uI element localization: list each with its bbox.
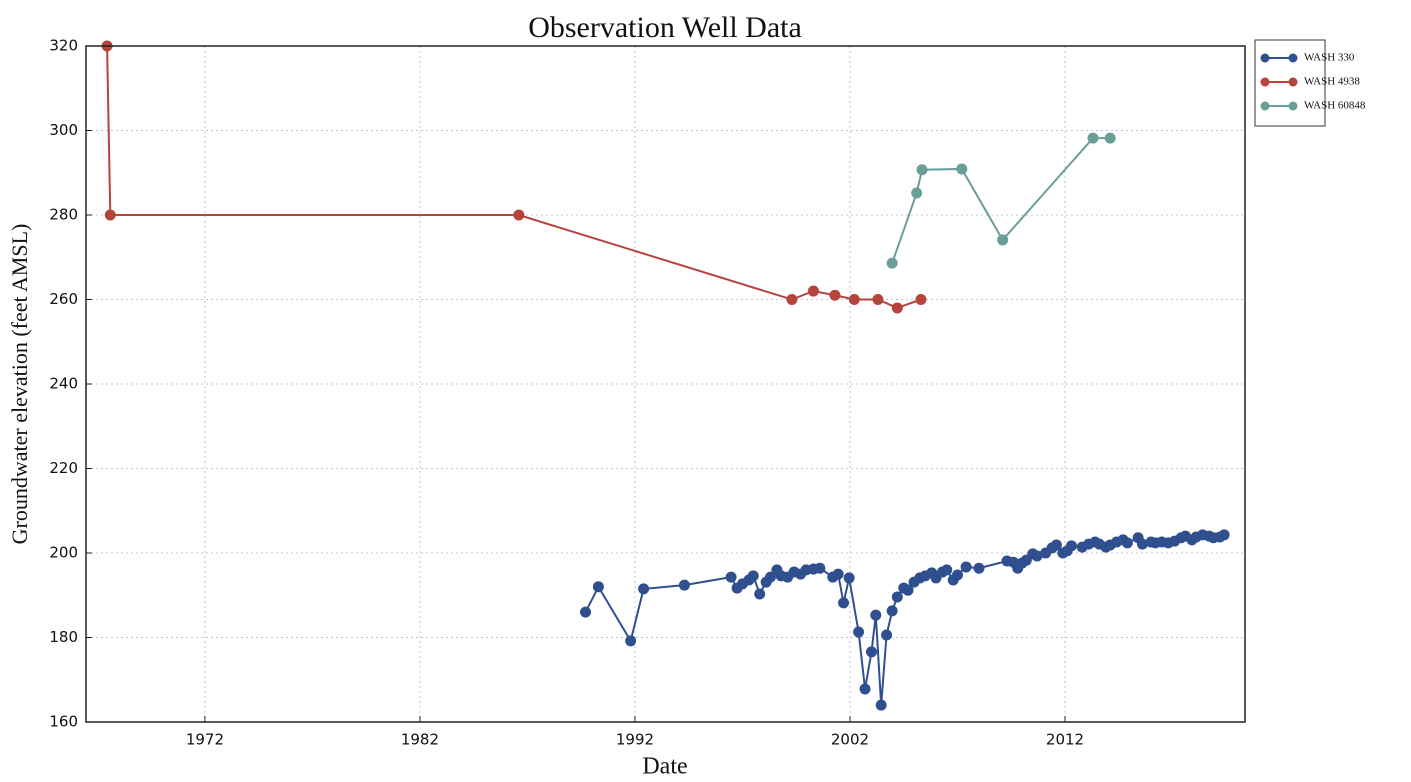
legend-marker [1288,53,1298,63]
data-point [843,572,855,584]
data-point [886,257,898,269]
data-point [941,564,953,576]
data-point [859,683,871,695]
data-point [832,568,844,580]
legend-marker [1288,101,1298,111]
chart-title: Observation Well Data [528,11,802,44]
data-point [997,234,1009,246]
data-point [513,209,525,221]
data-point [638,583,650,595]
legend-label: WASH 330 [1304,52,1355,64]
data-point [786,294,798,305]
data-point [891,302,903,314]
data-point [1031,550,1043,562]
plot [101,40,1230,711]
plot-frame [85,45,1246,723]
data-point [902,584,914,596]
data-point [865,646,877,658]
data-point [956,163,968,175]
data-point [973,562,985,574]
series-line [106,45,922,310]
x-tick-label: 2012 [1046,731,1084,749]
x-axis-label: Date [642,754,687,780]
data-point [915,294,927,305]
legend-label: WASH 60848 [1304,100,1366,112]
data-point [725,571,737,583]
series-line [584,533,1225,706]
data-point [886,605,898,617]
y-tick-label: 220 [49,459,78,477]
data-point [870,609,882,621]
x-tick-label: 2002 [831,731,869,749]
data-point [1104,132,1116,144]
data-point [960,561,972,573]
y-tick-label: 200 [49,544,78,562]
data-point [872,294,884,305]
data-point [814,562,826,574]
y-axis-label: Groundwater elevation (feet AMSL) [7,224,32,545]
y-tick-label: 180 [49,628,78,646]
data-point [848,294,860,305]
legend-label: WASH 4938 [1304,76,1360,88]
data-point [1065,540,1077,552]
data-point [853,626,865,638]
data-point [592,581,604,593]
legend-marker [1260,101,1270,111]
data-point [1218,529,1230,541]
data-point [678,579,690,591]
x-tick-label: 1982 [401,731,439,749]
data-point [875,699,887,711]
legend: WASH 330 WASH 4938 WASH 60848 [1254,39,1366,127]
data-point [625,635,637,647]
legend-marker [1260,77,1270,87]
x-tick-label: 1972 [186,731,224,749]
y-tick-label: 300 [49,121,78,139]
data-point [807,285,819,297]
data-point [838,597,850,609]
data-point [764,571,776,583]
y-tick-label: 280 [49,206,78,224]
data-point [829,289,841,301]
legend-marker [1260,53,1270,63]
grid [86,45,1245,723]
data-point [1136,538,1148,550]
data-point [747,570,759,582]
data-point [891,591,903,603]
data-point [104,209,116,221]
data-point [580,606,592,618]
data-point [1121,537,1133,549]
data-point [916,164,928,176]
legend-marker [1288,77,1298,87]
x-tick-label: 1992 [616,731,654,749]
y-tick-label: 240 [49,375,78,393]
data-point [881,629,893,641]
data-point [911,187,923,199]
y-tick-label: 160 [49,713,78,731]
data-point [754,588,766,600]
data-point [1087,132,1099,144]
data-point [1050,539,1062,551]
data-point [952,569,964,581]
y-tick-label: 320 [49,37,78,55]
y-tick-label: 260 [49,290,78,308]
